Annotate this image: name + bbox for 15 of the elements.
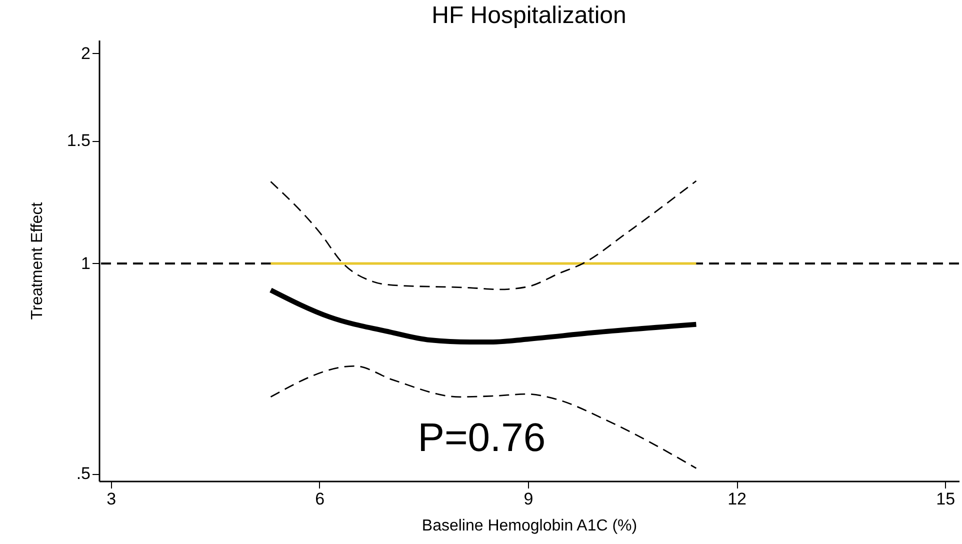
x-axis-title: Baseline Hemoglobin A1C (%)	[422, 518, 638, 534]
y-tick-label: 1	[81, 254, 90, 273]
annotation: P=0.76	[418, 416, 546, 460]
y-axis-title: Treatment Effect	[28, 202, 46, 320]
y-tick-label: .5	[76, 464, 90, 484]
line-series	[270, 180, 697, 290]
x-tick-label: 9	[524, 490, 534, 508]
chart-title: HF Hospitalization	[432, 2, 626, 29]
x-tick-label: 6	[315, 490, 325, 508]
line-series	[270, 365, 697, 469]
x-tick-label: 15	[936, 490, 956, 508]
y-tick-label: 1.5	[66, 131, 90, 150]
x-tick-label: 3	[106, 490, 116, 508]
y-tick-label: 2	[81, 44, 90, 63]
x-tick-label: 12	[728, 490, 746, 508]
